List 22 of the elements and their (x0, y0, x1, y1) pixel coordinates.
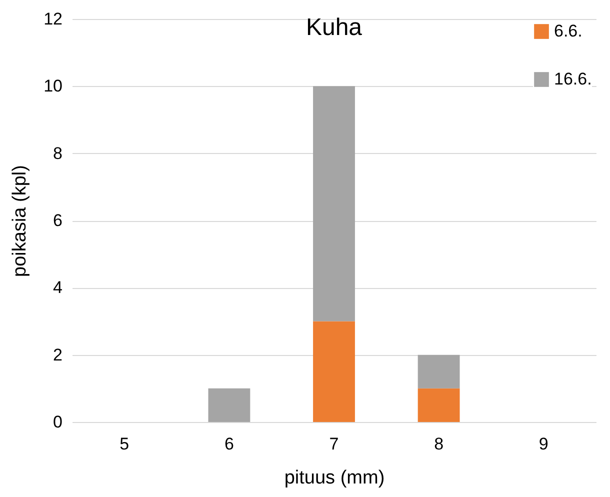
bar (208, 388, 250, 422)
y-tick-label: 0 (53, 412, 62, 432)
y-tick-label: 2 (53, 345, 62, 364)
x-tick-label: 5 (120, 434, 130, 454)
bar (313, 321, 355, 422)
x-tick-label: 6 (224, 434, 234, 454)
y-tick-label: 6 (53, 211, 62, 230)
legend-label: 16.6. (554, 70, 592, 88)
chart-title: Kuha (306, 14, 363, 41)
y-tick-label: 12 (44, 10, 62, 28)
y-tick-label: 4 (53, 278, 62, 298)
x-tick-label: 9 (538, 434, 548, 454)
x-tick-label: 7 (329, 434, 339, 454)
y-axis-title: poikasia (kpl) (10, 165, 31, 277)
y-tick-label: 8 (53, 144, 62, 163)
x-axis-title: pituus (mm) (284, 468, 385, 488)
x-tick-label: 8 (434, 434, 444, 454)
bar (418, 388, 460, 422)
bar (418, 354, 460, 388)
bar (313, 86, 355, 322)
y-tick-label: 10 (44, 76, 62, 96)
legend-label: 6.6. (554, 22, 582, 40)
